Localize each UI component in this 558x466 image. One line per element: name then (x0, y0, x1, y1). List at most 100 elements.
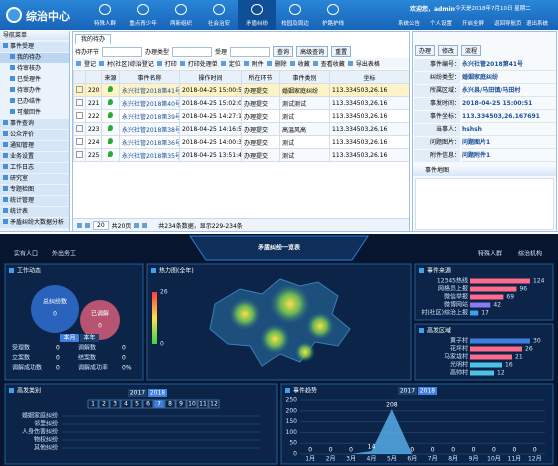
sidebar-icon (3, 186, 8, 191)
tool-button[interactable]: 打印处理单 (187, 61, 218, 68)
y-tick-label: 100 (286, 429, 298, 436)
year-label: 2018 (420, 388, 435, 395)
panel-title: 工作动态 (17, 267, 41, 275)
nav-icon (99, 4, 111, 15)
table-row[interactable]: 220 永兴社管2018第41号 2018-04-25 15:00:51 办理提交 婚姻… (73, 83, 409, 97)
total-circle (31, 285, 79, 333)
tool-button[interactable]: 登记 (84, 61, 97, 68)
header-link[interactable]: 开启全屏 (462, 21, 485, 27)
y-tick-label: 250 (286, 397, 298, 404)
table-row[interactable]: 223 永兴社管2018第38号 2018-04-25 14:16:55 办理提交 高温… (73, 122, 409, 136)
sidebar-item[interactable]: 事件受理 (0, 42, 69, 52)
month-label: 10 (188, 401, 196, 408)
panel-icon (419, 268, 424, 273)
sidebar-item[interactable]: 已受理件 (0, 75, 69, 85)
sidebar-item[interactable]: 矛盾纠纷大数据分析 (0, 218, 69, 228)
bar-label: 高帅村 (450, 369, 468, 377)
detail-button[interactable]: 办理 (415, 45, 436, 56)
checkbox[interactable] (76, 137, 83, 145)
nav-icon (289, 4, 301, 15)
tool-button[interactable]: 收藏 (297, 61, 310, 68)
nav-item[interactable]: 两新组织 (162, 0, 200, 30)
nav-item[interactable]: 护路护线 (314, 0, 352, 30)
sidebar-item[interactable]: 事件查询 (0, 119, 69, 129)
panel-title: 事件来源 (427, 267, 451, 275)
table-row[interactable]: 221 永兴社管2018第40号 2018-04-25 15:02:03 办理提交 测试… (73, 96, 409, 110)
x-tick-label: 4月 (367, 456, 377, 463)
top-link: 实有人口 (14, 250, 38, 258)
field-label: 当事人： (414, 124, 460, 136)
row-num: 224 (85, 135, 102, 149)
sidebar-item[interactable]: 待审核办 (0, 64, 69, 74)
search-button[interactable]: 高级查询 (296, 46, 329, 57)
sidebar-item[interactable]: 通知管理 (0, 141, 69, 151)
sidebar-item[interactable]: 可撤回件 (0, 108, 69, 118)
sidebar-item[interactable]: 业务设置 (0, 152, 69, 162)
nav-item[interactable]: 校园及周边 (276, 0, 314, 30)
header-link[interactable]: 系统公告 (398, 21, 421, 27)
checkbox[interactable] (76, 98, 83, 106)
nav-item[interactable]: 社会治安 (200, 0, 238, 30)
sidebar-item[interactable]: 工作日志 (0, 163, 69, 173)
row-check (73, 109, 86, 123)
tool-button[interactable]: 打印 (164, 61, 177, 68)
stat-value: 0% (122, 365, 132, 372)
row-cell: 113.334503,26.16 (329, 122, 409, 136)
tab-label: 本年 (83, 334, 95, 342)
tool-button[interactable]: 删除 (274, 61, 287, 68)
tool-button[interactable]: 村(社区)综治登记 (107, 61, 154, 68)
detail-button[interactable]: 流程 (461, 45, 482, 56)
checkbox[interactable] (76, 124, 83, 132)
pager-arrow[interactable] (85, 222, 90, 228)
tab[interactable]: 我的待办 (75, 34, 111, 44)
table-row[interactable]: 224 永兴社管2018第36号 2018-04-25 14:00:31 办理提交 测试… (73, 135, 409, 149)
pager-arrow[interactable] (134, 222, 140, 228)
sidebar-item[interactable]: 待审办件 (0, 86, 69, 96)
pager-arrow[interactable] (77, 222, 82, 228)
tool-button[interactable]: 附件 (251, 61, 264, 68)
nav-item[interactable]: 特殊人群 (86, 0, 124, 30)
dashboard-title: 矛盾纠纷一览表 (257, 244, 301, 252)
nav-item[interactable]: 矛盾纠纷 (238, 0, 276, 30)
search-input[interactable] (172, 46, 213, 57)
sidebar-item[interactable]: 统计管理 (0, 196, 69, 206)
sidebar-icon (10, 54, 15, 59)
header-link[interactable]: 退出系统 (526, 21, 549, 27)
detail-button[interactable]: 修改 (438, 45, 459, 56)
admin-window: 综治中心 特殊人群 重点青少年 两新组织 社会治安 矛盾纠纷 校园及周边 护路护线 欢迎您，ad… (0, 0, 558, 232)
sidebar-label: 统计表 (10, 208, 29, 215)
tool-button[interactable]: 查看收藏 (320, 61, 345, 68)
panel (414, 263, 554, 321)
tool-icon (220, 61, 226, 66)
sidebar-item[interactable]: 公众评价 (0, 130, 69, 140)
sidebar-item[interactable]: 统计表 (0, 207, 69, 217)
header-link[interactable]: 返回导航页 (494, 21, 522, 27)
bar-label: 马家垅村 (444, 353, 468, 361)
search-input[interactable] (230, 46, 271, 57)
page-input[interactable]: 20 (93, 220, 109, 230)
row-cell: 测试 (279, 135, 330, 149)
checkbox[interactable] (76, 85, 83, 93)
tool-button[interactable]: 定位 (228, 61, 241, 68)
tool-button[interactable]: 导出表格 (355, 61, 380, 68)
search-button[interactable]: 查询 (273, 46, 294, 57)
month-box (87, 399, 99, 409)
table-row[interactable]: 225 永兴社管2018第35号 2018-04-25 13:51:41 办理提交 测试… (73, 148, 409, 162)
bar (470, 286, 517, 292)
sidebar-icon (3, 197, 8, 202)
table-row[interactable]: 222 永兴社管2018第39号 2018-04-25 14:27:14 办理提交 测试… (73, 109, 409, 123)
value-label: 0 (533, 447, 537, 454)
header-link[interactable]: 个人设置 (430, 21, 453, 27)
bar (470, 354, 512, 360)
sidebar-item[interactable]: 研究室 (0, 174, 69, 184)
search-button[interactable]: 重置 (331, 46, 352, 57)
checkbox[interactable] (76, 150, 83, 158)
pager-arrow[interactable] (142, 222, 148, 228)
nav-item[interactable]: 重点青少年 (124, 0, 162, 30)
search-input[interactable] (102, 46, 143, 57)
year-tab (418, 387, 437, 395)
sidebar-item[interactable]: 我的待办 (0, 53, 69, 63)
sidebar-item[interactable]: 已办结件 (0, 97, 69, 107)
checkbox[interactable] (76, 111, 83, 119)
sidebar-item[interactable]: 专题检图 (0, 185, 69, 195)
